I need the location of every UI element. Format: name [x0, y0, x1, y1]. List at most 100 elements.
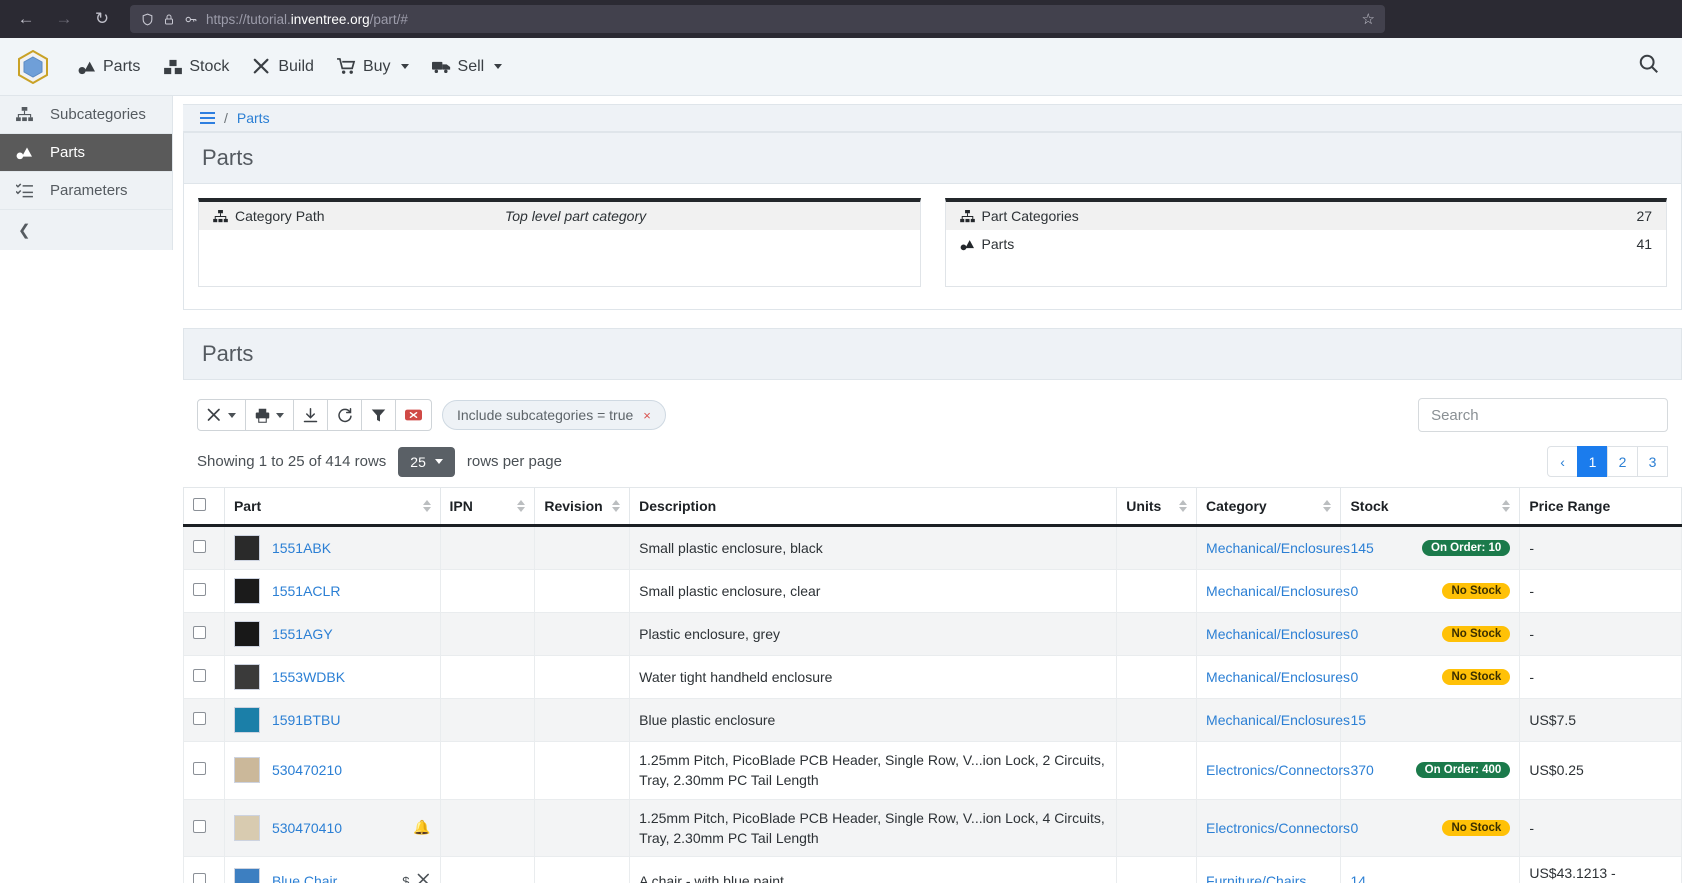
cell-stock[interactable]: 145 On Order: 10	[1340, 525, 1521, 570]
row-checkbox[interactable]	[193, 712, 206, 725]
refresh-button[interactable]	[327, 399, 362, 431]
nav-item-sell[interactable]: Sell	[423, 51, 512, 82]
cell-stock[interactable]: 0 No Stock	[1340, 655, 1521, 699]
actions-button[interactable]	[197, 399, 246, 431]
cell-part[interactable]: Blue Chair $	[223, 856, 441, 883]
cell-category[interactable]: Mechanical/Enclosures	[1196, 612, 1350, 656]
category-link[interactable]: Furniture/Chairs	[1206, 873, 1307, 883]
table-row[interactable]: 1591BTBU Blue plastic enclosure Mechanical…	[183, 698, 1682, 742]
stock-link[interactable]: 0	[1350, 626, 1359, 642]
nav-item-build[interactable]: Build	[243, 51, 323, 82]
category-link[interactable]: Mechanical/Enclosures	[1206, 626, 1350, 642]
clear-filters-button[interactable]	[395, 399, 432, 431]
category-link[interactable]: Electronics/Connectors	[1206, 762, 1350, 779]
breadcrumb-link-parts[interactable]: Parts	[236, 110, 270, 126]
header-revision[interactable]: Revision	[534, 487, 631, 527]
nav-item-stock[interactable]: Stock	[154, 51, 238, 82]
header-select-all[interactable]	[183, 487, 225, 527]
row-checkbox-cell[interactable]	[183, 569, 225, 613]
cell-stock[interactable]: 370 On Order: 400	[1340, 741, 1521, 800]
cell-part[interactable]: 530470210	[223, 741, 441, 800]
row-checkbox[interactable]	[193, 583, 206, 596]
table-row[interactable]: 1551ACLR Small plastic enclosure, clear Me…	[183, 569, 1682, 613]
row-checkbox[interactable]	[193, 762, 206, 776]
category-link[interactable]: Mechanical/Enclosures	[1206, 583, 1350, 599]
category-link[interactable]: Electronics/Connectors	[1206, 819, 1350, 836]
stock-link[interactable]: 14	[1350, 873, 1367, 883]
cell-category[interactable]: Mechanical/Enclosures	[1196, 698, 1350, 742]
pagination-page-1[interactable]: 1	[1577, 446, 1609, 477]
stock-link[interactable]: 0	[1350, 583, 1359, 599]
cell-category[interactable]: Mechanical/Enclosures	[1196, 655, 1350, 699]
cell-category[interactable]: Furniture/Chairs	[1196, 856, 1342, 883]
table-row[interactable]: 530470210 1.25mm Pitch, PicoBlade PCB Hea…	[183, 741, 1682, 800]
row-checkbox-cell[interactable]	[183, 612, 225, 656]
pagination-prev[interactable]: ‹	[1547, 446, 1579, 477]
sidebar-item-subcategories[interactable]: Subcategories	[0, 96, 172, 134]
table-row[interactable]: 1551AGY Plastic enclosure, grey Mechanical…	[183, 612, 1682, 656]
cell-part[interactable]: 1551ABK	[223, 525, 441, 570]
cell-category[interactable]: Mechanical/Enclosures	[1196, 569, 1350, 613]
header-part[interactable]: Part	[223, 487, 441, 527]
part-link[interactable]: 1553WDBK	[271, 669, 346, 685]
cell-part[interactable]: 1553WDBK	[223, 655, 441, 699]
table-row[interactable]: 1551ABK Small plastic enclosure, black Mec…	[183, 525, 1682, 570]
nav-item-parts[interactable]: Parts	[68, 51, 149, 82]
part-link[interactable]: 1591BTBU	[271, 712, 341, 728]
row-checkbox-cell[interactable]	[183, 798, 225, 858]
table-row[interactable]: 1553WDBK Water tight handheld enclosure Me…	[183, 655, 1682, 699]
sidebar-item-parts[interactable]: Parts	[0, 134, 172, 172]
pagination-page-2[interactable]: 2	[1607, 446, 1639, 477]
row-checkbox-cell[interactable]	[183, 698, 225, 742]
star-icon[interactable]: ☆	[1361, 11, 1375, 28]
row-checkbox[interactable]	[193, 819, 206, 833]
row-checkbox-cell[interactable]	[183, 741, 225, 800]
sidebar-item-parameters[interactable]: Parameters	[0, 172, 172, 210]
search-icon[interactable]	[1638, 53, 1660, 80]
row-checkbox-cell[interactable]	[183, 655, 225, 699]
address-bar[interactable]: https://tutorial.inventree.org/part/# ☆	[130, 5, 1385, 33]
part-link[interactable]: 1551ABK	[271, 540, 332, 556]
stock-link[interactable]: 15	[1350, 712, 1367, 728]
category-link[interactable]: Mechanical/Enclosures	[1206, 669, 1350, 685]
part-link[interactable]: Blue Chair	[271, 873, 338, 883]
row-checkbox[interactable]	[193, 669, 206, 682]
category-link[interactable]: Mechanical/Enclosures	[1206, 712, 1350, 728]
close-icon[interactable]: ×	[643, 407, 651, 423]
cell-stock[interactable]: 0 No Stock	[1340, 569, 1521, 613]
category-link[interactable]: Mechanical/Enclosures	[1206, 540, 1350, 556]
cell-part[interactable]: 1591BTBU	[223, 698, 441, 742]
cell-part[interactable]: 1551ACLR	[223, 569, 441, 613]
filter-button[interactable]	[361, 399, 396, 431]
cell-stock[interactable]: 0 No Stock	[1340, 612, 1521, 656]
stock-link[interactable]: 0	[1350, 819, 1359, 836]
inventree-logo-icon[interactable]	[16, 48, 50, 86]
cell-category[interactable]: Mechanical/Enclosures	[1196, 525, 1350, 570]
reload-icon[interactable]: ↻	[94, 9, 110, 28]
download-button[interactable]	[293, 399, 328, 431]
back-icon[interactable]: ←	[17, 9, 35, 28]
table-row[interactable]: Blue Chair $ A chair - with blue paint Furn…	[183, 856, 1682, 883]
cell-category[interactable]: Electronics/Connectors	[1196, 741, 1350, 800]
hamburger-icon[interactable]	[200, 112, 215, 124]
sidebar-collapse-button[interactable]: ❮	[0, 210, 172, 250]
header-price-range[interactable]: Price Range	[1519, 487, 1682, 527]
cell-stock[interactable]: 15	[1340, 698, 1521, 742]
row-checkbox[interactable]	[193, 626, 206, 639]
cell-part[interactable]: 530470410 🔔	[223, 798, 441, 858]
forward-icon[interactable]: →	[55, 9, 73, 28]
stock-link[interactable]: 145	[1350, 540, 1374, 556]
row-checkbox[interactable]	[193, 540, 206, 553]
header-units[interactable]: Units	[1116, 487, 1198, 527]
row-checkbox-cell[interactable]	[183, 525, 225, 570]
print-button[interactable]	[245, 399, 294, 431]
search-input[interactable]: Search	[1418, 398, 1669, 432]
cell-stock[interactable]: 14	[1340, 856, 1521, 883]
part-link[interactable]: 1551ACLR	[271, 583, 341, 599]
header-stock[interactable]: Stock	[1340, 487, 1521, 527]
nav-item-buy[interactable]: Buy	[328, 51, 418, 82]
part-link[interactable]: 1551AGY	[271, 626, 333, 642]
stock-link[interactable]: 370	[1350, 762, 1374, 779]
part-link[interactable]: 530470210	[271, 762, 343, 779]
table-row[interactable]: 530470410 🔔 1.25mm Pitch, PicoBlade PCB He…	[183, 798, 1682, 858]
